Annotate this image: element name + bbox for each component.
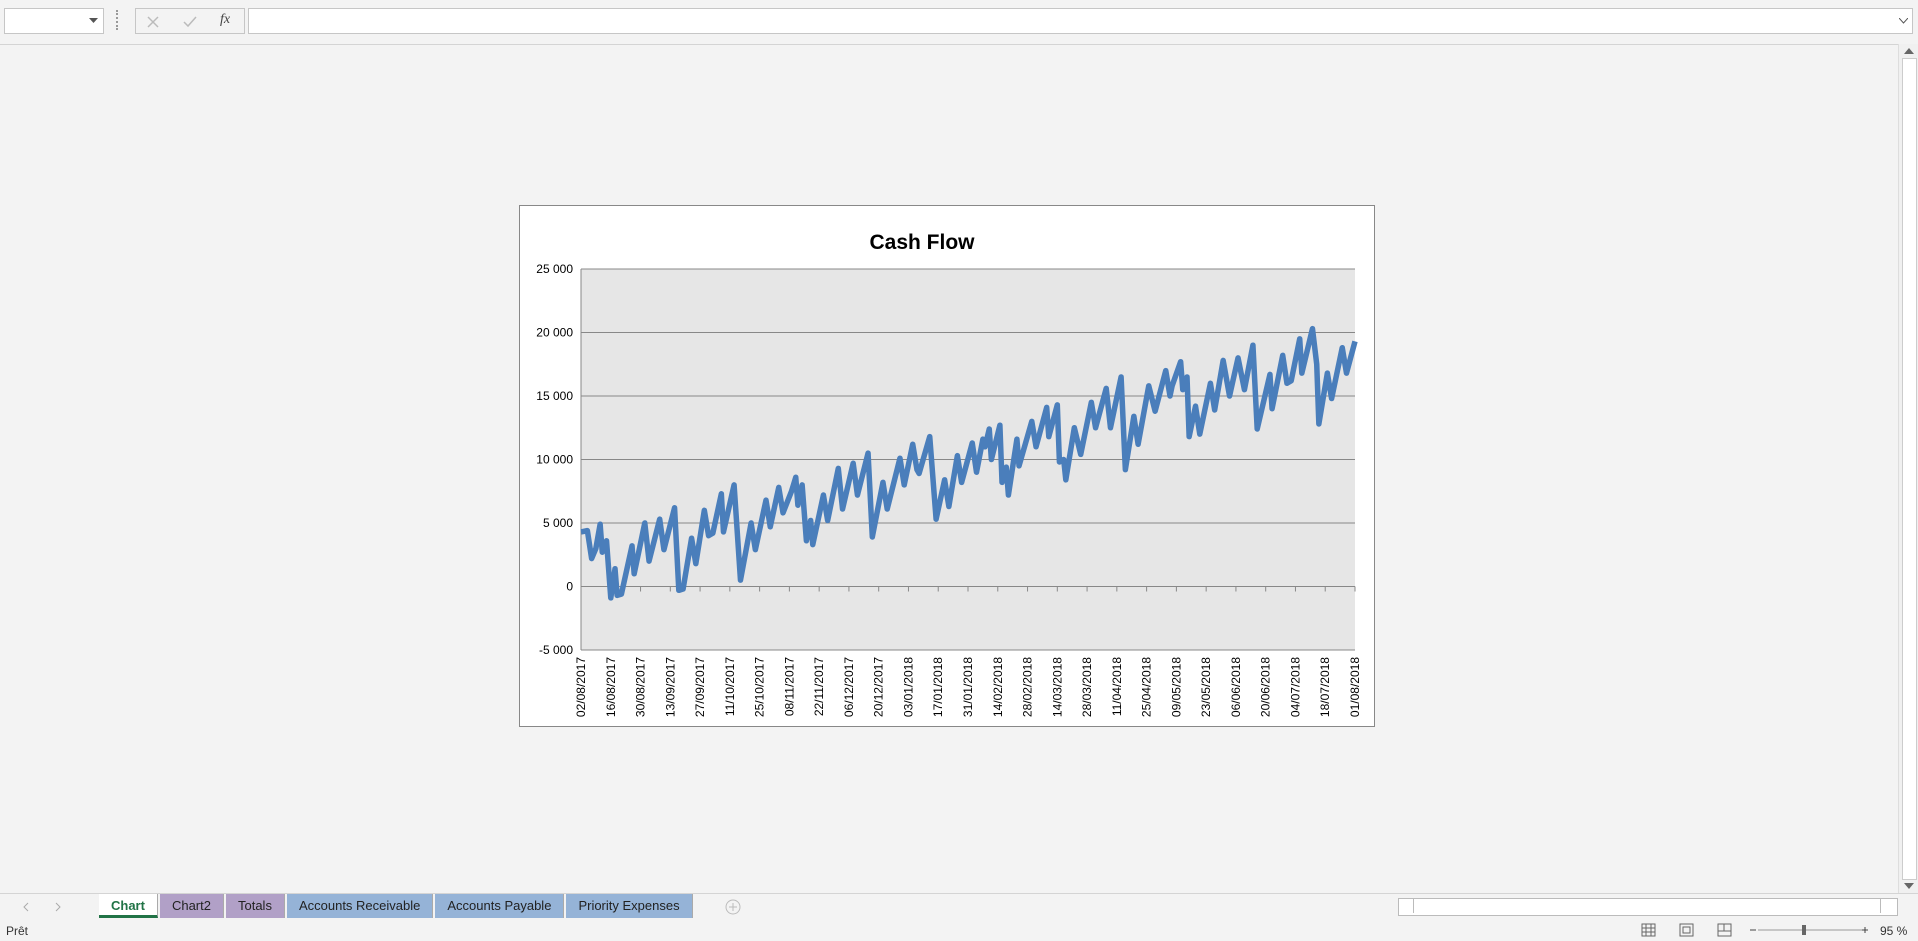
- x-tick-label: 06/06/2018: [1229, 657, 1243, 717]
- y-tick-label: 5 000: [543, 516, 573, 530]
- x-tick-label: 20/12/2017: [872, 657, 886, 717]
- y-tick-label: 10 000: [536, 453, 573, 467]
- horizontal-scrollbar[interactable]: [1398, 898, 1898, 916]
- chart[interactable]: Cash Flow -5 000 0 5 000 10 000 15 000 20 000…: [519, 205, 1375, 727]
- expand-arrow: [1899, 18, 1908, 24]
- x-tick-label: 25/04/2018: [1140, 657, 1154, 717]
- x-tick-label: 09/05/2018: [1169, 657, 1183, 717]
- x-tick-label: 30/08/2017: [634, 657, 648, 717]
- y-tick-label: 0: [566, 580, 573, 594]
- zoom-level: 95 %: [1880, 924, 1908, 938]
- x-tick-label: 27/09/2017: [693, 657, 707, 717]
- x-tick-label: 08/11/2017: [782, 657, 796, 716]
- sheet-tab[interactable]: Accounts Receivable: [286, 894, 434, 918]
- scroll-thumb[interactable]: [1413, 899, 1881, 913]
- separator: [116, 10, 121, 30]
- x-tick-label: 04/07/2018: [1288, 657, 1302, 717]
- sheet-tab[interactable]: Chart: [99, 894, 158, 918]
- x-tick-label: 25/10/2017: [753, 657, 767, 717]
- x-tick-label: 31/01/2018: [961, 657, 975, 717]
- x-tick-label: 14/03/2018: [1050, 657, 1064, 717]
- new-sheet[interactable]: [725, 899, 741, 915]
- vertical-scrollbar[interactable]: [1898, 44, 1918, 893]
- x-tick-label: 17/01/2018: [931, 657, 945, 717]
- x-tick-label: 28/03/2018: [1080, 657, 1094, 717]
- y-tick-label: 25 000: [536, 262, 573, 276]
- data-line: [580, 325, 1358, 601]
- y-tick-label: -5 000: [539, 643, 573, 657]
- view-controls[interactable]: [1640, 923, 1870, 938]
- y-tick-label: 20 000: [536, 326, 573, 340]
- x-tick-label: 22/11/2017: [812, 657, 826, 716]
- x-tick-label: 18/07/2018: [1318, 657, 1332, 717]
- sheet-tab[interactable]: Totals: [225, 894, 285, 918]
- x-tick-label: 06/12/2017: [842, 657, 856, 717]
- x-tick-label: 03/01/2018: [901, 657, 915, 717]
- formula-buttons: fx: [135, 8, 245, 34]
- x-tick-label: 20/06/2018: [1259, 657, 1273, 717]
- sheet-tab[interactable]: Chart2: [159, 894, 224, 918]
- function-icon[interactable]: fx: [220, 12, 231, 27]
- x-tick-label: 16/08/2017: [604, 657, 618, 717]
- scroll-up[interactable]: [1904, 48, 1914, 54]
- x-tick-label: 13/09/2017: [663, 657, 677, 717]
- x-tick-label: 14/02/2018: [991, 657, 1005, 717]
- x-tick-label: 01/08/2018: [1348, 657, 1362, 717]
- x-tick-label: 28/02/2018: [1021, 657, 1035, 717]
- x-tick-label: 11/10/2017: [723, 657, 737, 716]
- y-tick-label: 15 000: [536, 389, 573, 403]
- x-tick-label: 11/04/2018: [1110, 657, 1124, 716]
- sheet-tab-bar: Chart Chart2 Totals Accounts Receivable Acco…: [0, 893, 1918, 921]
- x-tick-label: 02/08/2017: [574, 657, 588, 717]
- chart-title: Cash Flow: [869, 231, 975, 254]
- sheet-tab[interactable]: Accounts Payable: [435, 894, 565, 918]
- status-bar: Prêt 95 %: [0, 920, 1918, 941]
- cancel-confirm[interactable]: [146, 15, 206, 29]
- sheet-tabs: Chart Chart2 Totals Accounts Receivable Acco…: [99, 894, 695, 920]
- x-tick-label: 23/05/2018: [1199, 657, 1213, 717]
- scroll-thumb[interactable]: [1902, 58, 1917, 880]
- formula-input[interactable]: [248, 8, 1913, 34]
- tab-navigation[interactable]: [22, 902, 62, 912]
- dropdown-arrow: [89, 18, 98, 23]
- sheet-tab[interactable]: Priority Expenses: [566, 894, 693, 918]
- name-box[interactable]: [4, 8, 104, 34]
- status-text: Prêt: [6, 924, 29, 938]
- formula-bar: fx: [0, 0, 1918, 45]
- scroll-down[interactable]: [1904, 883, 1914, 889]
